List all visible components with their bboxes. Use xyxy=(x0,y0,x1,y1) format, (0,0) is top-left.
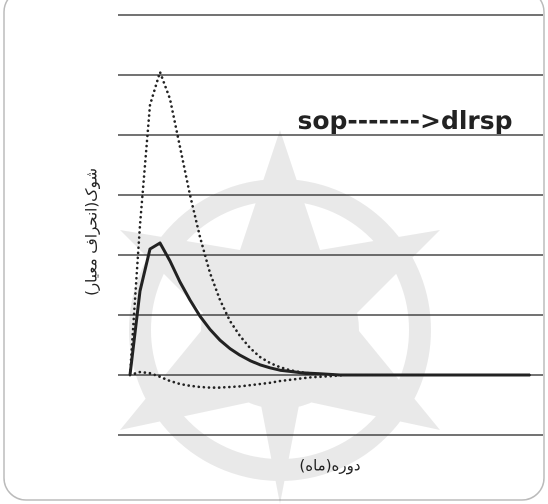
chart-title: sop------->dlrsp xyxy=(297,106,512,135)
y-axis-label: شوک(انحراف معیار) xyxy=(83,168,101,296)
series-line xyxy=(128,370,532,389)
x-axis-label: دوره(ماه) xyxy=(299,457,360,475)
